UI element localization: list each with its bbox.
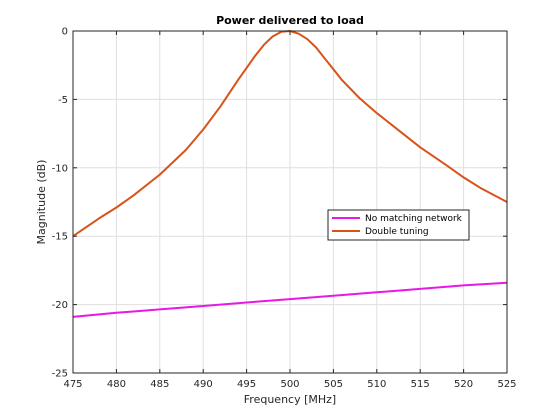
y-tick-label: -10 <box>52 163 68 174</box>
legend-entry: Double tuning <box>365 227 429 237</box>
x-axis-label: Frequency [MHz] <box>244 393 336 406</box>
x-tick-label: 495 <box>237 379 256 390</box>
x-tick-label: 515 <box>411 379 430 390</box>
x-tick-label: 525 <box>497 379 516 390</box>
series-group <box>72 30 508 318</box>
legend-box <box>327 209 470 241</box>
y-axis-label: Magnitude (dB) <box>35 160 48 245</box>
series-line-0 <box>72 281 508 318</box>
y-tick-label: -25 <box>52 369 68 380</box>
y-tick-label: -20 <box>52 300 68 311</box>
x-tick-label: 485 <box>150 379 169 390</box>
x-tick-label: 520 <box>454 379 473 390</box>
x-tick-label: 500 <box>280 379 299 390</box>
x-tick-label: 475 <box>63 379 82 390</box>
y-tick-label: -5 <box>58 95 68 106</box>
x-tick-label: 505 <box>324 379 343 390</box>
x-tick-label: 480 <box>107 379 126 390</box>
y-tick-label: -15 <box>52 232 68 243</box>
series-line-1 <box>72 30 508 238</box>
x-tick-label: 490 <box>194 379 213 390</box>
chart-title: Power delivered to load <box>216 14 364 27</box>
ticks: 475 480 485 490 495 500 505 510 515 520 525 0 -5 -10 -… <box>52 27 517 391</box>
legend: No matching network Double tuning <box>327 209 470 241</box>
legend-entry: No matching network <box>365 214 463 224</box>
y-tick-label: 0 <box>62 27 68 38</box>
x-tick-label: 510 <box>367 379 386 390</box>
